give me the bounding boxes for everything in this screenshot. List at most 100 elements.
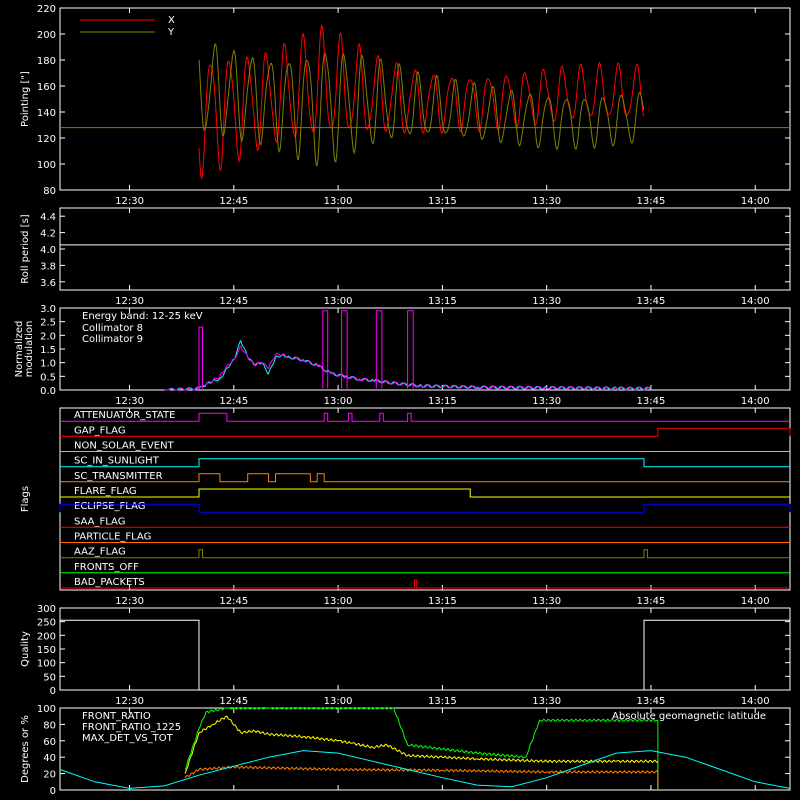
y-tick-label: 140 <box>37 108 56 119</box>
flag-label-attenuator-state: ATTENUATOR_STATE <box>74 410 175 421</box>
pointing-series-x <box>198 24 645 179</box>
modulation-legend-collimator-8: Collimator 8 <box>82 323 143 334</box>
time-tick-label: 13:30 <box>532 696 561 707</box>
time-tick-label: 13:00 <box>324 296 353 307</box>
time-tick-label: 13:45 <box>637 696 666 707</box>
y-tick-label: 220 <box>37 4 56 15</box>
flag-line-sc-in-sunlight <box>60 458 790 468</box>
legend-label-y: Y <box>167 27 175 38</box>
ratio-legend-front-ratio: FRONT_RATIO <box>82 711 151 722</box>
y-tick-label: 0.0 <box>40 386 56 397</box>
flags-frame <box>59 407 791 591</box>
y-axis-label: modulation <box>24 321 35 378</box>
y-tick-label: 0 <box>50 786 56 797</box>
flag-line-attenuator-state <box>60 412 790 422</box>
flag-line-gap-flag <box>60 427 791 437</box>
y-axis-label: Flags <box>20 486 31 512</box>
flag-line-bad-packets <box>60 579 790 589</box>
time-tick-label: 13:00 <box>324 196 353 207</box>
y-tick-label: 80 <box>43 186 56 197</box>
time-tick-label: 13:45 <box>637 396 666 407</box>
flag-line-sc-transmitter <box>60 473 790 483</box>
time-tick-label: 13:00 <box>324 696 353 707</box>
y-tick-label: 1.0 <box>40 359 56 370</box>
flag-label-saa-flag: SAA_FLAG <box>74 516 125 527</box>
pointing-frame <box>59 7 791 191</box>
y-tick-label: 4.0 <box>40 245 56 256</box>
y-tick-label: 100 <box>37 659 56 670</box>
modulation-spike <box>407 310 414 389</box>
time-tick-label: 13:15 <box>428 396 457 407</box>
flag-label-fronts-off: FRONTS_OFF <box>74 562 139 573</box>
flag-line-aaz-flag <box>60 549 790 559</box>
time-tick-label: 14:00 <box>741 596 770 607</box>
time-tick-label: 12:30 <box>115 296 144 307</box>
time-tick-label: 13:00 <box>324 596 353 607</box>
ratio-series-max-det-vs-tot <box>184 765 659 790</box>
modulation-spike <box>341 310 348 389</box>
y-tick-label: 3.6 <box>40 278 56 289</box>
legend-label-x: X <box>168 15 175 26</box>
y-axis-label: Degrees or % <box>20 715 31 783</box>
y-tick-label: 150 <box>37 645 56 656</box>
y-tick-label: 100 <box>37 704 56 715</box>
flag-label-non-solar-event: NON_SOLAR_EVENT <box>74 441 175 452</box>
time-tick-label: 12:30 <box>115 396 144 407</box>
time-tick-label: 12:30 <box>115 596 144 607</box>
y-tick-label: 300 <box>37 604 56 615</box>
y-tick-label: 120 <box>37 134 56 145</box>
time-tick-label: 13:30 <box>532 596 561 607</box>
time-tick-label: 14:00 <box>741 296 770 307</box>
y-tick-label: 4.4 <box>40 212 56 223</box>
modulation-legend-title: Energy band: 12-25 keV <box>82 311 203 322</box>
ratios-frame <box>59 707 791 791</box>
y-axis-label: Quality <box>20 631 31 667</box>
time-tick-label: 13:15 <box>428 596 457 607</box>
y-tick-label: 100 <box>37 160 56 171</box>
time-tick-label: 13:15 <box>428 696 457 707</box>
ratio-legend-front-ratio-1225: FRONT_RATIO_1225 <box>82 722 181 733</box>
time-tick-label: 13:45 <box>637 296 666 307</box>
time-tick-label: 13:30 <box>532 296 561 307</box>
time-tick-label: 12:45 <box>219 596 248 607</box>
flag-label-sc-in-sunlight: SC_IN_SUNLIGHT <box>74 456 160 467</box>
flag-line-eclipse-flag <box>59 503 791 513</box>
modulation-legend-collimator-9: Collimator 9 <box>82 334 143 345</box>
time-tick-label: 12:45 <box>219 396 248 407</box>
time-tick-label: 13:15 <box>428 196 457 207</box>
flag-label-sc-transmitter: SC_TRANSMITTER <box>74 471 163 482</box>
time-tick-label: 14:00 <box>741 396 770 407</box>
modulation-spike <box>322 310 329 389</box>
y-tick-label: 180 <box>37 56 56 67</box>
time-tick-label: 12:45 <box>219 296 248 307</box>
time-tick-label: 13:45 <box>637 596 666 607</box>
time-tick-label: 13:00 <box>324 396 353 407</box>
y-tick-label: 20 <box>43 770 56 781</box>
y-tick-label: 200 <box>37 30 56 41</box>
time-tick-label: 13:45 <box>637 196 666 207</box>
time-tick-label: 12:45 <box>219 196 248 207</box>
time-tick-label: 12:45 <box>219 696 248 707</box>
time-tick-label: 13:15 <box>428 296 457 307</box>
y-tick-label: 3.8 <box>40 261 56 272</box>
ratio-series-front-ratio-1225 <box>184 707 659 790</box>
flag-line-flare-flag <box>60 488 790 498</box>
y-tick-label: 40 <box>43 753 56 764</box>
y-tick-label: 160 <box>37 82 56 93</box>
y-tick-label: 3.0 <box>40 304 56 315</box>
y-tick-label: 2.0 <box>40 331 56 342</box>
y-axis-label: Normalized <box>14 321 25 378</box>
time-tick-label: 12:30 <box>115 196 144 207</box>
flag-label-aaz-flag: AAZ_FLAG <box>74 547 126 558</box>
modulation-spike <box>198 326 203 389</box>
y-tick-label: 4.2 <box>40 229 56 240</box>
flag-label-bad-packets: BAD_PACKETS <box>74 577 145 588</box>
flag-label-particle-flag: PARTICLE_FLAG <box>74 532 151 543</box>
time-tick-label: 13:30 <box>532 396 561 407</box>
y-tick-label: 200 <box>37 631 56 642</box>
time-tick-label: 13:30 <box>532 196 561 207</box>
time-tick-label: 14:00 <box>741 196 770 207</box>
y-tick-label: 250 <box>37 618 56 629</box>
